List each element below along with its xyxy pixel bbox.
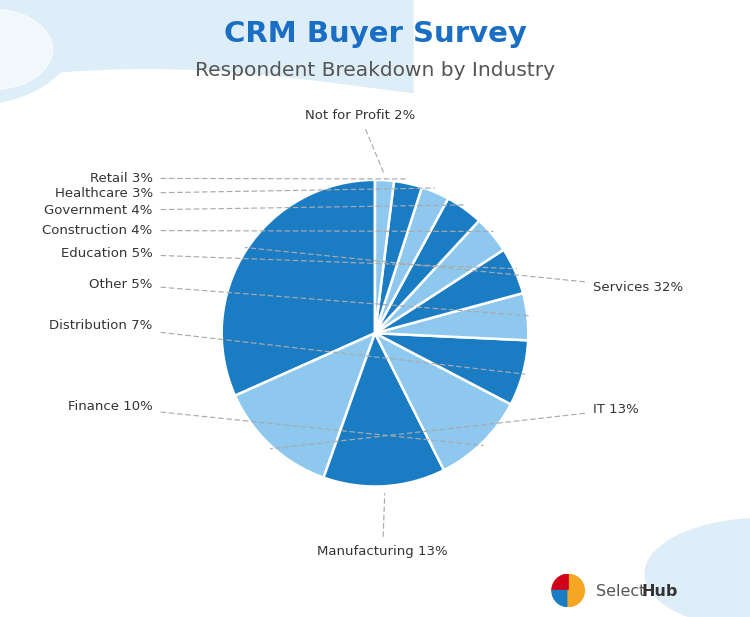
Wedge shape — [375, 180, 394, 333]
Wedge shape — [375, 250, 523, 333]
Wedge shape — [552, 590, 568, 607]
Ellipse shape — [0, 9, 53, 89]
Wedge shape — [568, 590, 584, 607]
Wedge shape — [323, 333, 444, 486]
Wedge shape — [222, 180, 375, 395]
Text: Manufacturing 13%: Manufacturing 13% — [317, 494, 448, 558]
Wedge shape — [375, 181, 422, 333]
Text: Government 4%: Government 4% — [44, 204, 464, 217]
Text: Healthcare 3%: Healthcare 3% — [55, 187, 434, 200]
Text: Finance 10%: Finance 10% — [68, 400, 483, 445]
Ellipse shape — [0, 0, 75, 105]
Ellipse shape — [645, 518, 750, 617]
Wedge shape — [375, 187, 448, 333]
Wedge shape — [375, 221, 503, 333]
Text: Not for Profit 2%: Not for Profit 2% — [304, 109, 415, 173]
Wedge shape — [375, 199, 479, 333]
Text: Other 5%: Other 5% — [89, 278, 530, 316]
Text: IT 13%: IT 13% — [271, 404, 638, 449]
Text: Select: Select — [596, 584, 646, 598]
Text: Distribution 7%: Distribution 7% — [50, 319, 525, 374]
Wedge shape — [552, 574, 568, 590]
Wedge shape — [235, 333, 375, 478]
Wedge shape — [375, 333, 511, 470]
Wedge shape — [568, 574, 584, 590]
Text: Education 5%: Education 5% — [61, 247, 517, 268]
Text: CRM Buyer Survey: CRM Buyer Survey — [224, 20, 526, 48]
Text: Hub: Hub — [641, 584, 678, 598]
Text: Retail 3%: Retail 3% — [90, 172, 407, 185]
Wedge shape — [375, 333, 528, 404]
Text: Construction 4%: Construction 4% — [43, 224, 493, 237]
Wedge shape — [375, 293, 528, 341]
Text: Respondent Breakdown by Industry: Respondent Breakdown by Industry — [195, 62, 555, 80]
Text: Services 32%: Services 32% — [245, 247, 682, 294]
